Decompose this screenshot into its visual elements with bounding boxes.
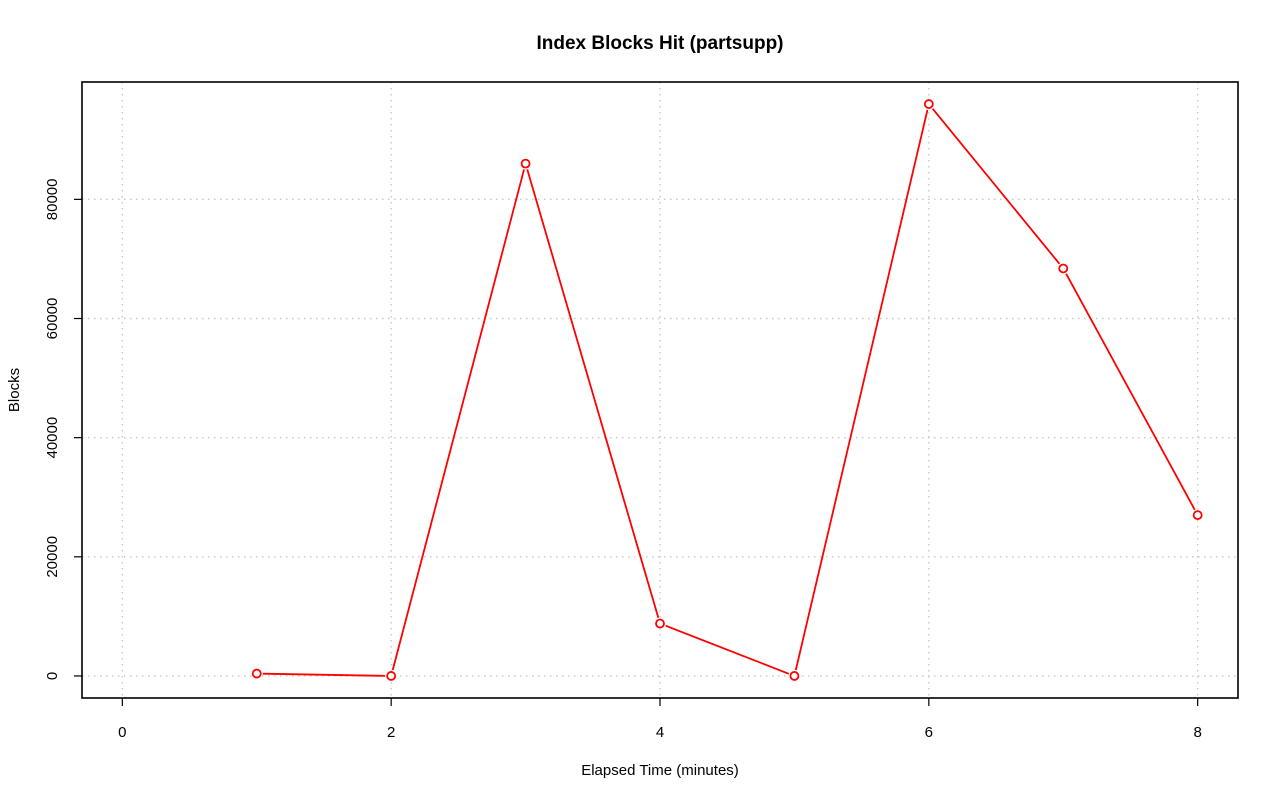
- axes: 0 2 4 6 8 0 20000 40000 60000 80000: [44, 82, 1238, 741]
- x-tick-label-3: 6: [925, 724, 933, 741]
- y-tick-label-3: 60000: [44, 298, 61, 340]
- series-0-point-4: [790, 672, 798, 680]
- x-tick-label-0: 0: [118, 724, 126, 741]
- y-axis-label: Blocks: [6, 368, 23, 412]
- chart-title: Index Blocks Hit (partsupp): [536, 33, 783, 54]
- series-0-point-2: [522, 160, 530, 168]
- x-axis-label: Elapsed Time (minutes): [581, 762, 739, 779]
- y-tick-label-0: 0: [44, 672, 61, 680]
- series-0-segment-4: [796, 110, 928, 670]
- y-tick-label-2: 40000: [44, 417, 61, 459]
- plot-frame: [82, 82, 1238, 698]
- series-0-point-0: [253, 670, 261, 678]
- series-0-point-3: [656, 620, 664, 628]
- x-tick-label-4: 8: [1194, 724, 1202, 741]
- grid-lines: [82, 82, 1238, 698]
- x-tick-label-1: 2: [387, 724, 395, 741]
- series-0-point-1: [387, 672, 395, 680]
- series-0-segment-1: [393, 169, 524, 670]
- series-0-segment-2: [527, 169, 658, 617]
- series-0-point-5: [925, 100, 933, 108]
- series-0-segment-6: [1066, 274, 1195, 510]
- y-tick-label-4: 80000: [44, 179, 61, 221]
- series-layer: [253, 100, 1202, 680]
- series-0-segment-3: [666, 626, 789, 674]
- y-tick-label-1: 20000: [44, 536, 61, 578]
- series-0-segment-5: [933, 109, 1060, 264]
- series-0-point-6: [1059, 264, 1067, 272]
- series-0-point-7: [1194, 511, 1202, 519]
- x-tick-label-2: 4: [656, 724, 664, 741]
